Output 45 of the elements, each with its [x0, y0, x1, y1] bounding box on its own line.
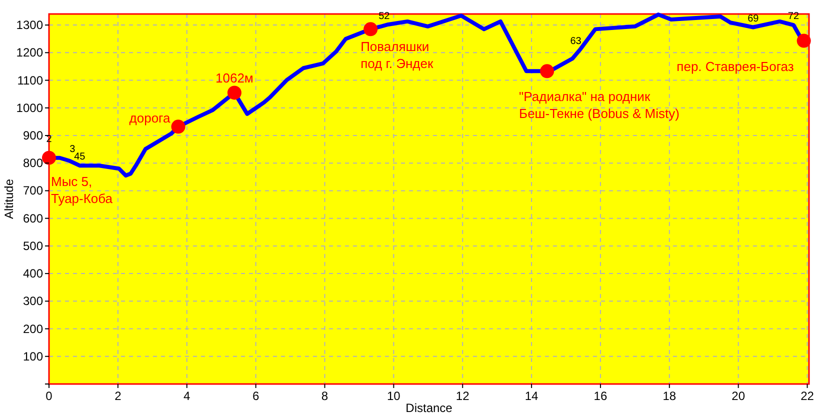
- annotation: 3: [70, 144, 76, 155]
- y-tick-label: 400: [22, 266, 44, 281]
- y-tick-label: 1300: [16, 18, 44, 32]
- x-tick-label: 4: [184, 389, 191, 403]
- point: [42, 150, 56, 165]
- x-tick-label: 2: [114, 389, 122, 403]
- x-tick-label: 14: [524, 389, 539, 403]
- point: [796, 34, 811, 48]
- point: [171, 120, 186, 134]
- annotation: "Радиалка" на родник Беш-Текне (Bobus & Misty): [519, 89, 680, 122]
- point: [227, 86, 242, 100]
- y-tick-label: 800: [22, 156, 44, 170]
- annotation: 72: [788, 11, 800, 22]
- annotation: Мыс 5, Туар-Коба: [51, 174, 114, 206]
- x-tick-label: 16: [594, 389, 608, 403]
- y-tick-label: 500: [22, 238, 44, 253]
- annotation: дорога: [129, 110, 172, 126]
- x-tick-label: 22: [800, 389, 814, 403]
- x-tick-label: 12: [456, 389, 470, 403]
- y-tick-label: 1200: [16, 46, 44, 60]
- y-tick-label: 100: [22, 349, 44, 364]
- x-tick-label: 6: [252, 389, 260, 403]
- y-tick-label: 900: [22, 128, 44, 142]
- y-tick-label: 1000: [16, 100, 44, 115]
- annotation: 63: [570, 36, 582, 47]
- y-tick-label: 600: [22, 211, 44, 226]
- x-tick-label: 18: [662, 389, 676, 403]
- x-axis-title: Distance: [406, 401, 453, 415]
- y-tick-label: 200: [22, 322, 44, 336]
- annotation: пер. Ставрея-Богаз: [676, 58, 794, 74]
- annotation: 1062м: [216, 70, 254, 86]
- annotation: 45: [74, 152, 86, 163]
- annotation: 52: [378, 11, 390, 22]
- y-tick-label: 300: [22, 294, 44, 308]
- annotation: Поваляшки под г. Эндек: [360, 39, 434, 72]
- x-tick-label: 0: [46, 389, 53, 403]
- y-tick-label: 1100: [17, 73, 44, 88]
- annotation: 69: [748, 13, 760, 24]
- y-axis-title: Altitude: [2, 178, 16, 220]
- x-tick-label: 20: [732, 389, 746, 403]
- y-tick-label: 700: [22, 184, 44, 198]
- x-tick-label: 10: [386, 389, 401, 403]
- point: [364, 22, 378, 36]
- point: [540, 64, 554, 78]
- x-tick-label: 8: [321, 389, 328, 403]
